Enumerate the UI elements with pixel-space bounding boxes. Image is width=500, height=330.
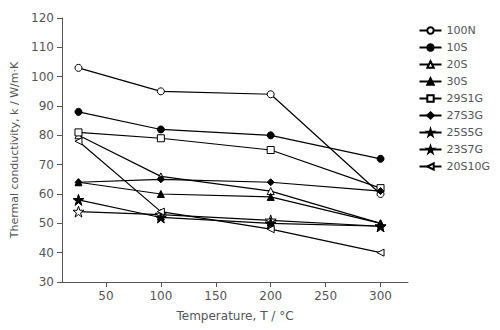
svg-text:60: 60	[39, 187, 54, 201]
svg-text:23S7G: 23S7G	[446, 143, 483, 156]
svg-text:300: 300	[369, 289, 392, 303]
svg-text:25S5G: 25S5G	[446, 126, 483, 139]
svg-text:20S10G: 20S10G	[446, 160, 490, 173]
svg-text:90: 90	[39, 99, 54, 113]
svg-text:200: 200	[259, 289, 282, 303]
svg-text:100: 100	[31, 70, 54, 84]
svg-text:80: 80	[39, 128, 54, 142]
svg-text:50: 50	[39, 216, 54, 230]
svg-text:10S: 10S	[446, 41, 467, 54]
svg-text:29S1G: 29S1G	[446, 92, 483, 105]
svg-text:40: 40	[39, 246, 54, 260]
svg-text:100: 100	[149, 289, 172, 303]
svg-text:110: 110	[31, 40, 54, 54]
svg-text:50: 50	[98, 289, 113, 303]
svg-text:30S: 30S	[446, 75, 467, 88]
svg-text:70: 70	[39, 158, 54, 172]
svg-text:100N: 100N	[446, 24, 475, 37]
svg-text:Thermal conductivity, k / W/m·: Thermal conductivity, k / W/m·K	[8, 61, 21, 239]
svg-text:150: 150	[204, 289, 227, 303]
svg-text:20S: 20S	[446, 58, 467, 71]
svg-text:120: 120	[31, 11, 54, 25]
svg-text:27S3G: 27S3G	[446, 109, 483, 122]
svg-text:Temperature, T / °C: Temperature, T / °C	[175, 309, 293, 323]
svg-text:30: 30	[39, 275, 54, 289]
svg-text:250: 250	[314, 289, 337, 303]
